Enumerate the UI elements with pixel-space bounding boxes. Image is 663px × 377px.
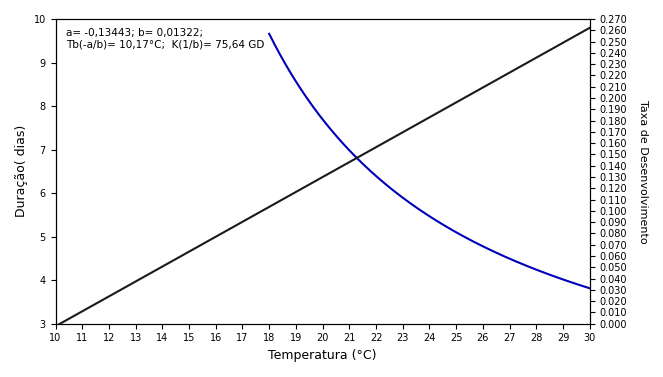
Y-axis label: Duração( dias): Duração( dias) — [15, 125, 28, 218]
X-axis label: Temperatura (°C): Temperatura (°C) — [269, 349, 377, 362]
Y-axis label: Taxa de Desenvolvimento: Taxa de Desenvolvimento — [638, 100, 648, 243]
Text: a= -0,13443; b= 0,01322;
Tb(-a/b)= 10,17°C;  K(1/b)= 75,64 GD: a= -0,13443; b= 0,01322; Tb(-a/b)= 10,17… — [66, 28, 265, 50]
